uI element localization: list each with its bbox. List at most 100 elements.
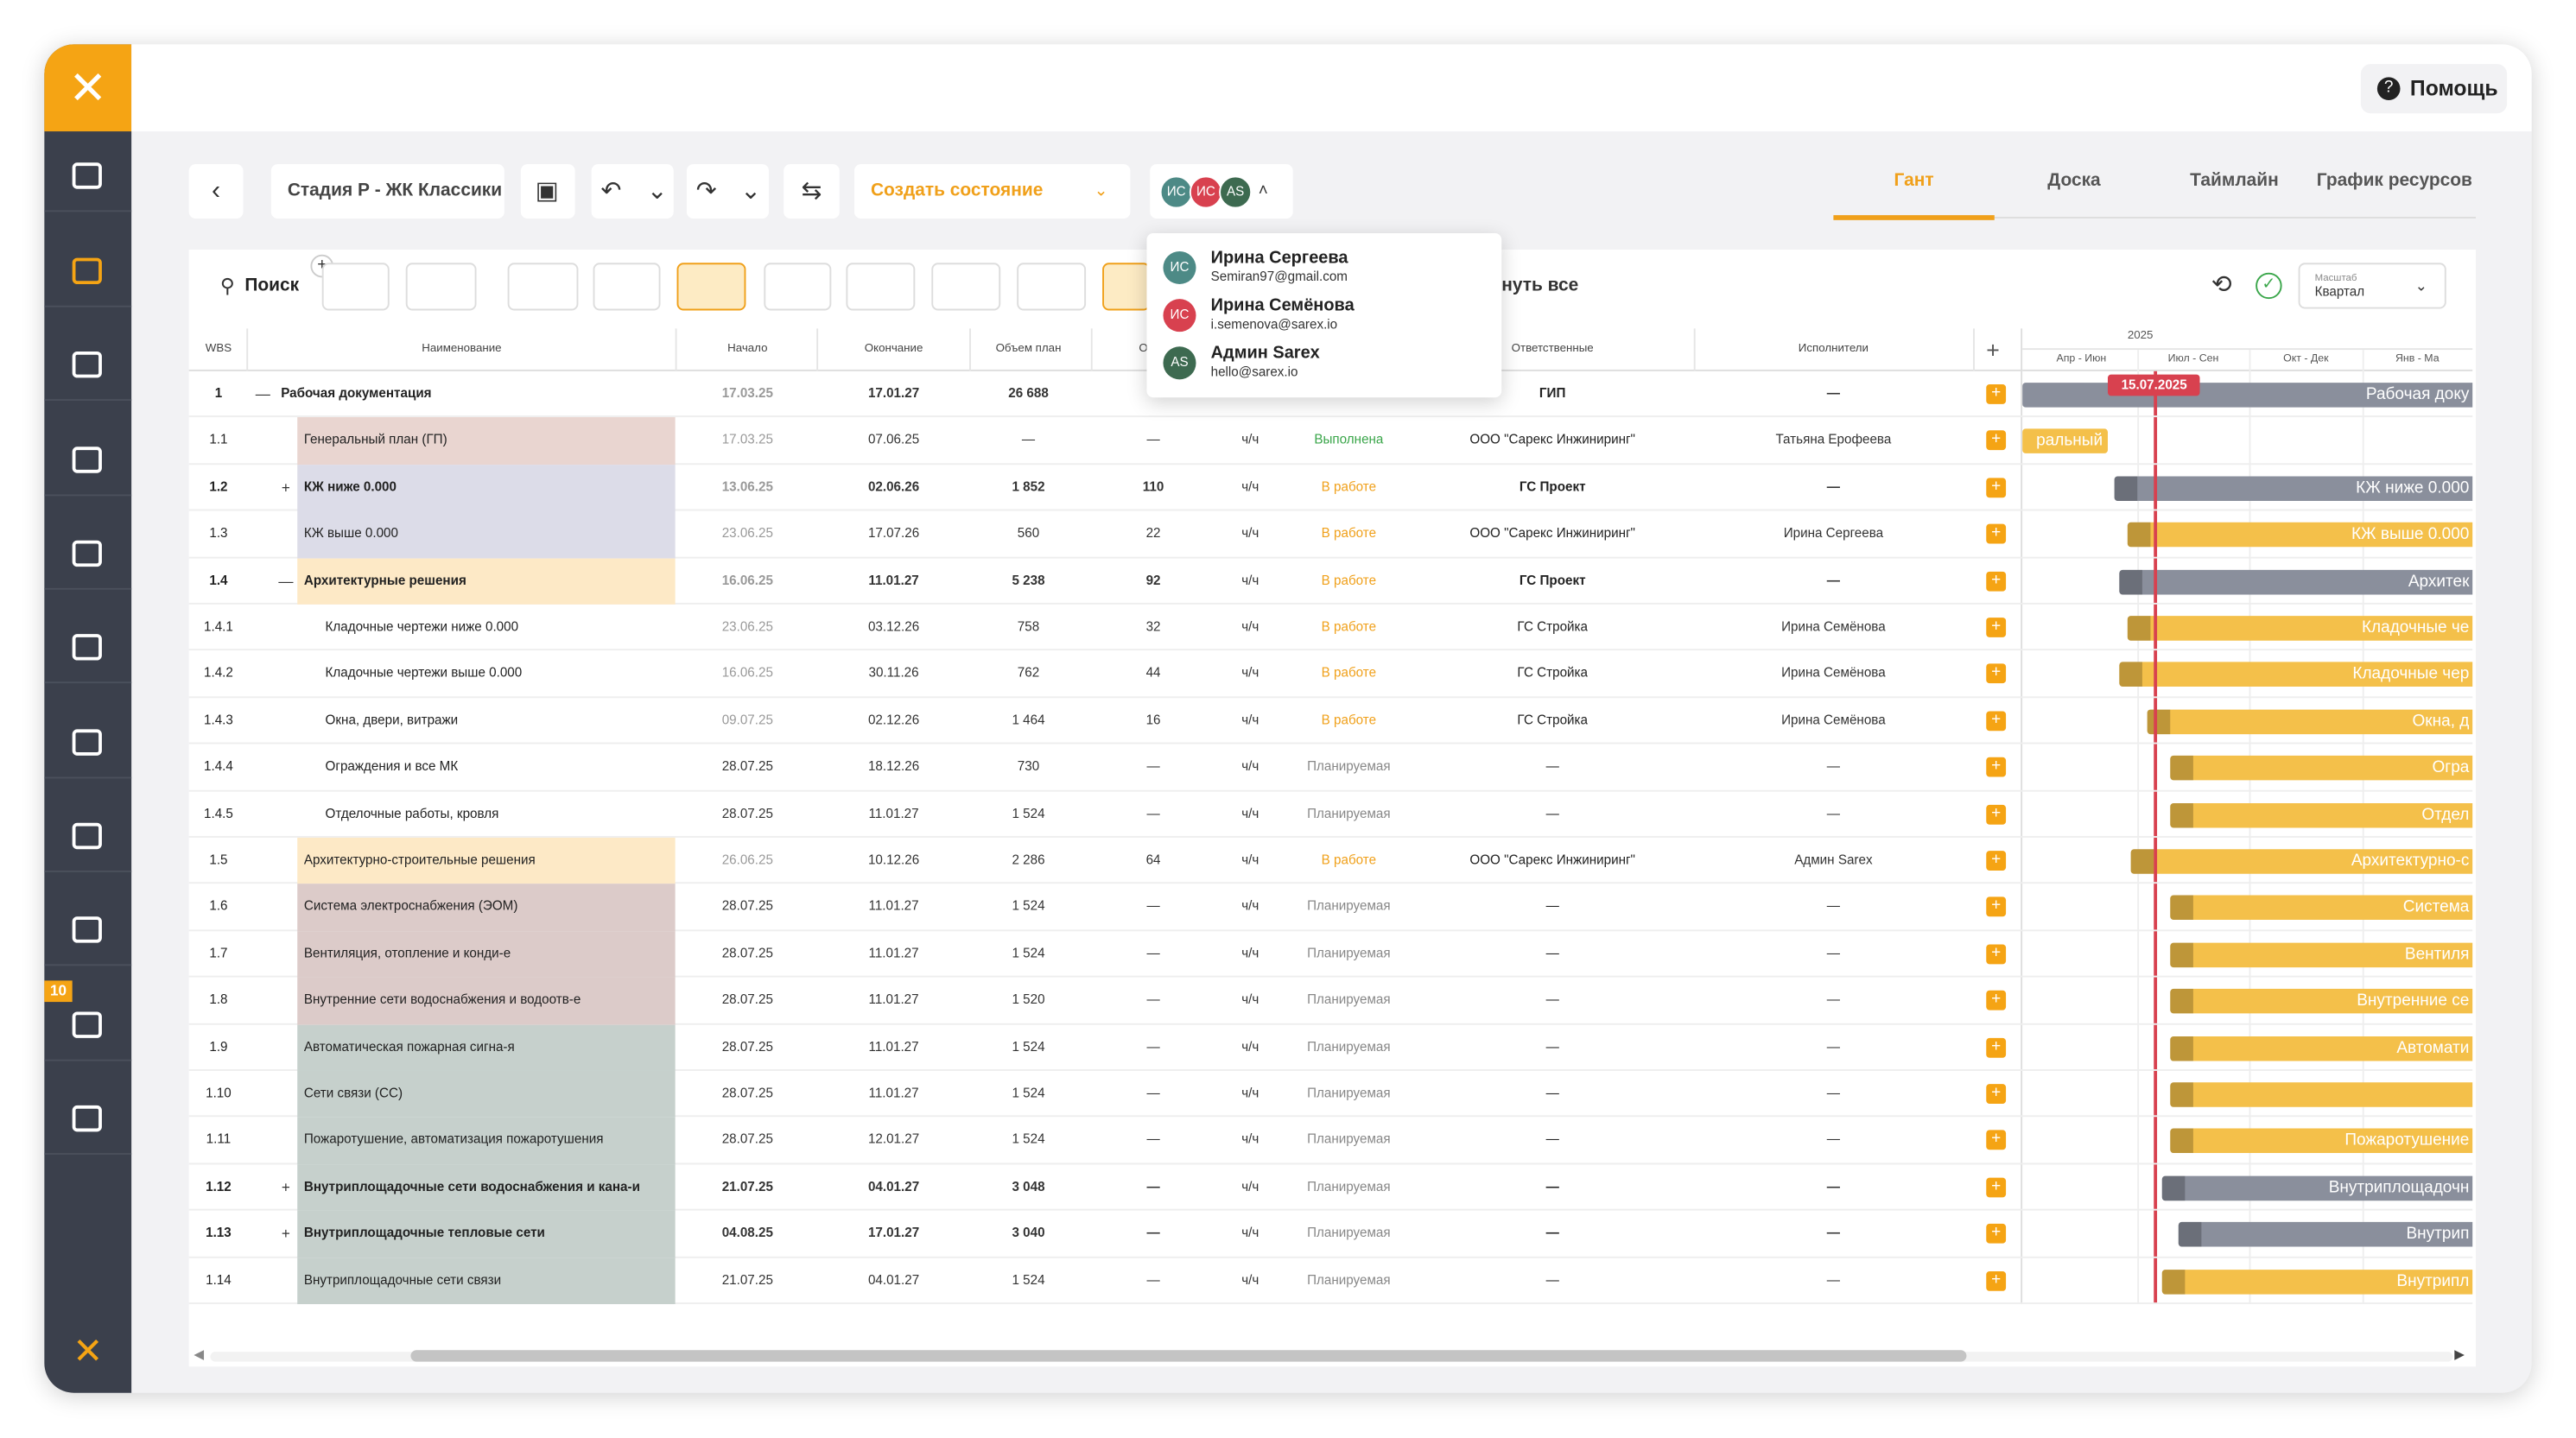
scale-value: Квартал <box>2314 284 2365 300</box>
add-subtask[interactable]: + <box>1986 1084 2007 1105</box>
tool-button[interactable] <box>846 263 916 311</box>
row-toggle[interactable]: + <box>281 478 290 496</box>
task-name: Рабочая документация <box>281 385 432 402</box>
sidebar-icon[interactable] <box>72 540 102 567</box>
fact-volume: — <box>1146 899 1160 915</box>
tab[interactable]: График ресурсов <box>2316 170 2472 191</box>
row-toggle[interactable]: — <box>278 572 294 589</box>
create-state[interactable]: Создать состояние <box>853 164 1131 219</box>
project-name[interactable]: Стадия Р - ЖК Классики <box>270 164 504 219</box>
user-email: i.semenova@sarex.io <box>1210 317 1338 333</box>
add-subtask[interactable]: + <box>1986 1177 2007 1198</box>
undo-button[interactable] <box>591 164 674 219</box>
user-avatar: ИС <box>1163 299 1196 333</box>
swap-button[interactable] <box>784 164 840 219</box>
bar-progress <box>2170 896 2193 921</box>
add-subtask[interactable]: + <box>1986 431 2007 451</box>
add-subtask[interactable]: + <box>1986 897 2007 917</box>
sidebar-icon[interactable] <box>72 822 102 850</box>
sidebar-icon[interactable] <box>72 634 102 661</box>
user-name[interactable]: Ирина Сергеева <box>1210 248 1348 268</box>
sidebar-icon[interactable] <box>72 351 102 378</box>
bar-label: Огра <box>2432 758 2470 777</box>
tool-button[interactable] <box>1102 263 1151 311</box>
gantt-bar <box>2170 1036 2473 1061</box>
add-subtask[interactable]: + <box>1986 478 2007 497</box>
tab[interactable]: Гант <box>1894 170 1934 191</box>
expand-all[interactable]: нуть все <box>1501 276 1579 296</box>
gantt-bar <box>2118 569 2473 594</box>
add-subtask[interactable]: + <box>1986 851 2007 871</box>
status: Планируемая <box>1307 1086 1391 1101</box>
sidebar-icon[interactable] <box>72 447 102 473</box>
add-subtask[interactable]: + <box>1986 804 2007 824</box>
status: Планируемая <box>1307 899 1391 915</box>
sidebar-icon[interactable] <box>72 1105 102 1132</box>
add-subtask[interactable]: + <box>1986 571 2007 591</box>
row-toggle[interactable]: + <box>281 1179 290 1196</box>
task-name: Внутриплощадочные сети связи <box>303 1272 502 1288</box>
sidebar-icon[interactable] <box>72 162 102 189</box>
add-subtask[interactable]: + <box>1986 1224 2007 1245</box>
tab[interactable]: Доска <box>2047 170 2101 191</box>
add-subtask[interactable]: + <box>1986 711 2007 731</box>
add-subtask[interactable]: + <box>1986 991 2007 1010</box>
add-subtask[interactable]: + <box>1986 1037 2007 1057</box>
name-cell-bg <box>297 510 676 558</box>
start-date: 28.07.25 <box>721 806 773 821</box>
bar-label: Рабочая доку <box>2365 385 2470 404</box>
user-name[interactable]: Админ Sarex <box>1210 343 1320 364</box>
row-toggle[interactable]: + <box>281 1226 290 1243</box>
tool-button[interactable] <box>1017 263 1087 311</box>
add-subtask[interactable]: + <box>1986 944 2007 964</box>
back-button[interactable] <box>188 164 244 219</box>
search[interactable]: Поиск <box>244 276 300 296</box>
today-label: 15.07.2025 <box>2108 374 2200 396</box>
tool-button[interactable] <box>764 263 832 311</box>
add-subtask[interactable]: + <box>1986 1270 2007 1291</box>
bar-progress <box>2170 802 2193 827</box>
wbs: 1 <box>214 385 223 402</box>
scrollbar-thumb[interactable] <box>410 1350 1967 1362</box>
unit: ч/ч <box>1241 852 1259 868</box>
avatars-caret: ˄ <box>1258 182 1268 201</box>
tab[interactable]: Таймлайн <box>2190 170 2279 191</box>
fact-volume: — <box>1146 1039 1160 1055</box>
add-subtask[interactable]: + <box>1986 524 2007 544</box>
tool-button[interactable] <box>405 263 477 311</box>
unit: ч/ч <box>1241 1086 1259 1101</box>
user-name[interactable]: Ирина Семёнова <box>1210 295 1355 316</box>
redo-button[interactable] <box>686 164 770 219</box>
plan-volume: 762 <box>1017 665 1040 681</box>
tool-button[interactable] <box>321 263 390 311</box>
save-button[interactable] <box>520 164 575 219</box>
tool-button[interactable] <box>593 263 661 311</box>
executor: — <box>1826 899 1841 915</box>
end-date: 11.01.27 <box>868 1086 919 1101</box>
plan-volume: 1 524 <box>1012 806 1045 821</box>
add-subtask[interactable]: + <box>1986 618 2007 637</box>
sidebar-icon[interactable] <box>72 1011 102 1038</box>
row-toggle[interactable]: — <box>255 385 270 402</box>
tool-button[interactable] <box>676 263 746 311</box>
bar-label: Архитек <box>2408 572 2470 591</box>
sidebar-icon[interactable] <box>72 257 102 285</box>
sidebar-icon[interactable] <box>72 729 102 756</box>
scale-select[interactable] <box>2298 263 2446 309</box>
start-date: 21.07.25 <box>721 1272 773 1288</box>
column-divider <box>1693 328 1696 371</box>
start-date: 17.03.25 <box>721 385 773 402</box>
add-subtask[interactable]: + <box>1986 757 2007 777</box>
add-subtask[interactable]: + <box>1986 1131 2007 1150</box>
tool-button[interactable] <box>507 263 579 311</box>
sidebar-divider <box>44 399 132 402</box>
sidebar-icon[interactable] <box>72 916 102 943</box>
add-subtask[interactable]: + <box>1986 664 2007 684</box>
task-name: КЖ выше 0.000 <box>303 525 398 542</box>
add-subtask[interactable]: + <box>1986 384 2007 404</box>
start-date: 13.06.25 <box>721 478 773 495</box>
tab-underline <box>1833 215 1995 220</box>
end-date: 18.12.26 <box>867 758 920 775</box>
row-divider <box>188 1256 2473 1257</box>
tool-button[interactable] <box>931 263 1001 311</box>
